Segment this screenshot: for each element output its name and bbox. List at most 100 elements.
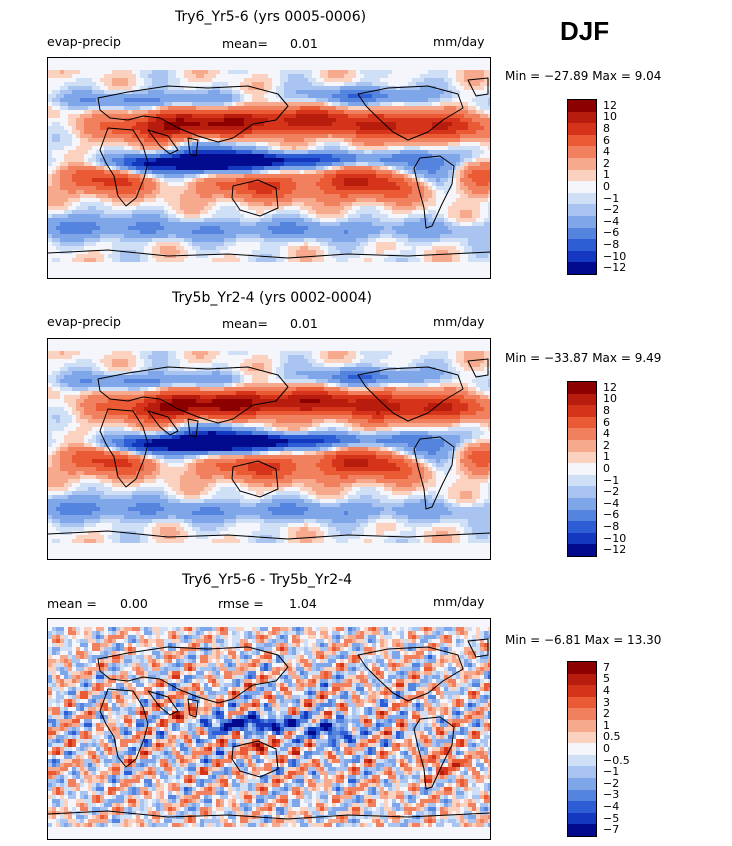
colorbar-tick-label: 6: [603, 415, 610, 429]
panel-title: Try6_Yr5-6 (yrs 0005-0006): [175, 9, 367, 25]
mean-label: mean=: [222, 36, 268, 51]
colorbar: [567, 99, 597, 275]
colorbar-tick-label: −1: [603, 473, 620, 487]
min-max-label: Min = −27.89 Max = 9.04: [505, 69, 662, 83]
colorbar-swatch: [568, 696, 596, 709]
colorbar-tick-label: −1: [603, 765, 620, 779]
colorbar-tick-label: −12: [603, 261, 627, 275]
colorbar-swatch: [568, 250, 596, 263]
colorbar-tick-label: −8: [603, 520, 620, 533]
colorbar-swatch: [568, 227, 596, 240]
colorbar-tick-label: −0.5: [603, 753, 630, 767]
colorbar-tick-label: 1: [603, 450, 610, 464]
colorbar-tick-label: 0: [603, 742, 610, 755]
colorbar-swatch: [568, 662, 596, 674]
colorbar-swatch: [568, 812, 596, 825]
colorbar-tick-label: −5: [603, 811, 620, 825]
colorbar-swatch: [568, 521, 596, 533]
colorbar-tick-label: 1: [603, 718, 610, 732]
colorbar-tick-label: 0.5: [603, 730, 621, 744]
colorbar-tick-label: −10: [603, 531, 627, 545]
colorbar-swatch: [568, 100, 596, 112]
colorbar-swatch: [568, 382, 596, 394]
colorbar: [567, 661, 597, 837]
colorbar-swatch: [568, 708, 596, 720]
colorbar-swatch: [568, 134, 596, 147]
colorbar: [567, 381, 597, 557]
colorbar-tick-label: −10: [603, 249, 627, 263]
colorbar-swatch: [568, 111, 596, 124]
mean-label: mean =: [47, 596, 97, 611]
colorbar-swatch: [568, 801, 596, 813]
colorbar-swatch: [568, 685, 596, 697]
rmse-value: 1.04: [289, 596, 317, 611]
colorbar-swatch: [568, 463, 596, 475]
colorbar-tick-label: −7: [603, 823, 620, 837]
colorbar-tick-label: 7: [603, 660, 610, 674]
colorbar-swatch: [568, 428, 596, 440]
colorbar-swatch: [568, 673, 596, 686]
difference-map: [47, 618, 491, 840]
colorbar-tick-label: 4: [603, 145, 610, 159]
colorbar-tick-label: 2: [603, 438, 610, 452]
colorbar-swatch: [568, 719, 596, 732]
panel-title: Try5b_Yr2-4 (yrs 0002-0004): [172, 290, 372, 306]
colorbar-tick-label: 10: [603, 392, 617, 406]
colorbar-tick-label: 0: [603, 462, 610, 475]
colorbar-tick-label: −2: [603, 485, 620, 499]
colorbar-tick-label: −6: [603, 508, 620, 522]
colorbar-swatch: [568, 239, 596, 251]
colorbar-tick-label: 2: [603, 156, 610, 170]
colorbar-tick-label: −1: [603, 191, 620, 205]
colorbar-tick-label: −6: [603, 226, 620, 240]
colorbar-tick-label: 12: [603, 380, 617, 394]
colorbar-swatch: [568, 766, 596, 778]
units-label: mm/day: [433, 594, 485, 609]
colorbar-swatch: [568, 204, 596, 216]
colorbar-tick-label: −12: [603, 543, 627, 557]
colorbar-swatch: [568, 181, 596, 193]
mean-value: 0.00: [120, 596, 148, 611]
mean-label: mean=: [222, 316, 268, 331]
colorbar-tick-label: 3: [603, 695, 610, 709]
colorbar-tick-label: −4: [603, 800, 620, 813]
variable-label: evap-precip: [47, 314, 121, 329]
colorbar-swatch: [568, 509, 596, 522]
colorbar-swatch: [568, 789, 596, 802]
units-label: mm/day: [433, 314, 485, 329]
colorbar-tick-label: 1: [603, 168, 610, 182]
colorbar-swatch: [568, 497, 596, 510]
colorbar-swatch: [568, 262, 596, 274]
panel-title: Try6_Yr5-6 - Try5b_Yr2-4: [182, 572, 353, 588]
rmse-label: rmse =: [218, 596, 264, 611]
colorbar-swatch: [568, 451, 596, 464]
colorbar-tick-label: −2: [603, 203, 620, 217]
colorbar-swatch: [568, 777, 596, 790]
colorbar-swatch: [568, 486, 596, 498]
colorbar-swatch: [568, 754, 596, 767]
colorbar-tick-label: 2: [603, 707, 610, 721]
season-label: DJF: [560, 16, 610, 46]
min-max-label: Min = −33.87 Max = 9.49: [505, 351, 662, 365]
colorbar-tick-label: 4: [603, 684, 610, 697]
colorbar-swatch: [568, 474, 596, 487]
colorbar-swatch: [568, 192, 596, 205]
evap-precip-map-try6: [47, 57, 491, 279]
colorbar-swatch: [568, 824, 596, 836]
colorbar-swatch: [568, 215, 596, 228]
colorbar-swatch: [568, 544, 596, 556]
colorbar-swatch: [568, 157, 596, 170]
colorbar-swatch: [568, 439, 596, 452]
colorbar-swatch: [568, 123, 596, 135]
colorbar-tick-label: −2: [603, 776, 620, 790]
colorbar-swatch: [568, 405, 596, 417]
colorbar-swatch: [568, 393, 596, 406]
colorbar-swatch: [568, 743, 596, 755]
colorbar-tick-label: 6: [603, 133, 610, 147]
colorbar-swatch: [568, 532, 596, 545]
units-label: mm/day: [433, 34, 485, 49]
colorbar-tick-label: 12: [603, 98, 617, 112]
mean-value: 0.01: [290, 316, 318, 331]
colorbar-tick-label: 8: [603, 122, 610, 135]
colorbar-tick-label: 5: [603, 672, 610, 686]
